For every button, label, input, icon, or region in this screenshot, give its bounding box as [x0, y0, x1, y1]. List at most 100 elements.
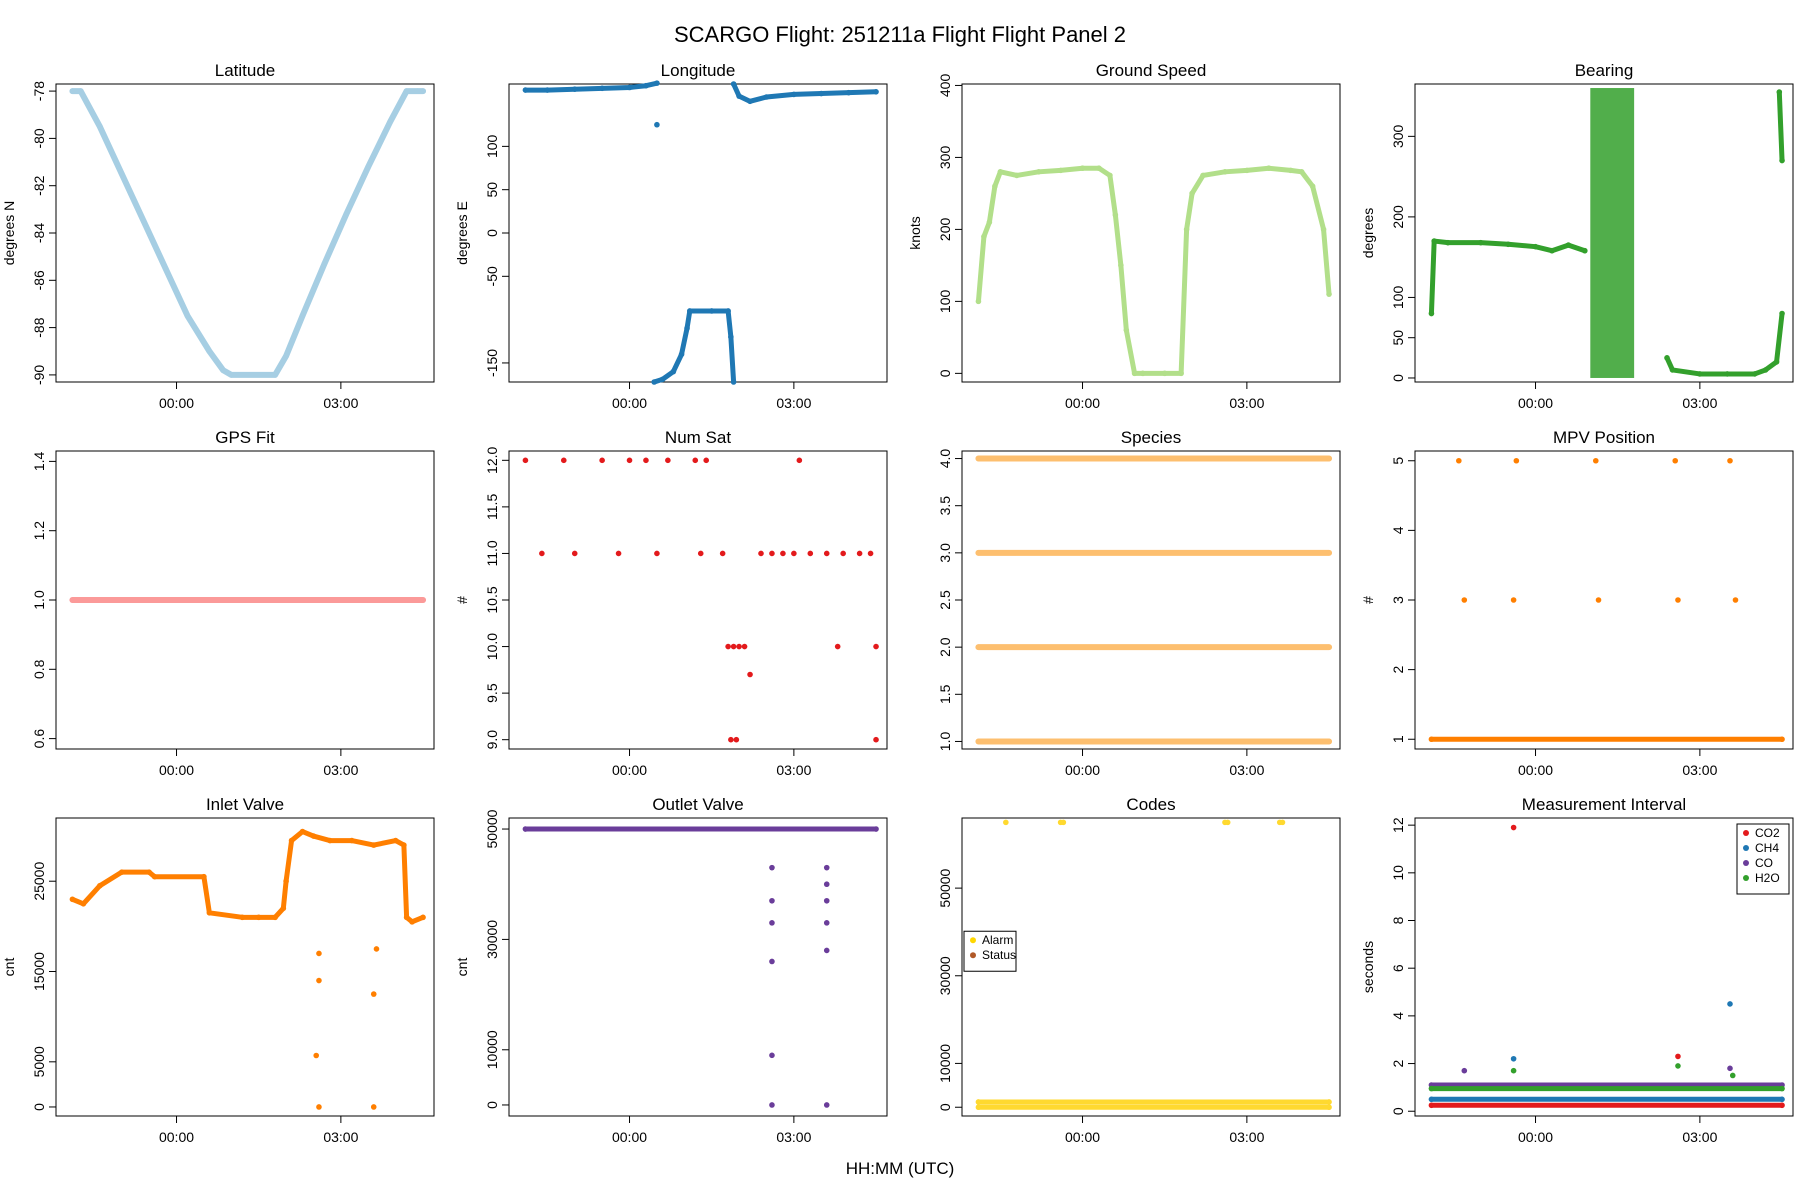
panel-title: Species [1121, 428, 1181, 447]
panel-species: Species 1.0 1.5 2.0 2.5 3.0 3.5 4.0 00:00 03:00 [937, 428, 1341, 778]
y-tick-label: 10.0 [484, 633, 500, 660]
series-cruise [1428, 238, 1588, 317]
data-point [769, 1102, 775, 1108]
data-point [678, 351, 685, 358]
series-h2o [1428, 1063, 1785, 1092]
data-point [409, 919, 415, 925]
data-point [1779, 310, 1785, 317]
series-ch4 [1428, 1001, 1785, 1103]
series-return [1664, 310, 1785, 377]
legend-marker [1743, 875, 1749, 881]
x-tick-label: 03:00 [1682, 1129, 1717, 1145]
data-point [1779, 1085, 1785, 1092]
series-inlet-valve [69, 828, 426, 925]
data-point [975, 298, 982, 305]
panel-title: Ground Speed [1096, 61, 1207, 80]
data-point [420, 597, 426, 603]
plot-frame [1414, 83, 1794, 383]
plot-frame [961, 83, 1341, 383]
series-line [1776, 89, 1785, 164]
data-point [1510, 824, 1517, 831]
data-point [1428, 1085, 1435, 1092]
data-point [651, 379, 657, 385]
data-point [288, 837, 295, 844]
data-point [1727, 1001, 1733, 1007]
series-gps-fit [69, 597, 427, 603]
y-tick-label: 15000 [31, 952, 47, 991]
data-point [414, 88, 421, 94]
y-tick-label: -90 [31, 365, 47, 385]
y-axis-label: seconds [1360, 941, 1376, 993]
data-point [313, 1052, 320, 1059]
data-point [1456, 457, 1462, 464]
data-point [387, 119, 393, 125]
data-point [1161, 370, 1168, 377]
data-point [1003, 819, 1009, 826]
data-point [975, 455, 982, 462]
panel-gps-fit: GPS Fit 0.6 0.8 1.0 1.2 1.4 00:00 03:00 [31, 428, 435, 778]
y-tick-label: 6 [1390, 964, 1406, 972]
y-tick-label: 50000 [937, 868, 953, 907]
y-tick-label: 11.5 [484, 494, 500, 520]
data-point [343, 211, 350, 217]
data-point [1727, 1065, 1733, 1072]
x-tick-label: 03:00 [776, 1129, 811, 1145]
y-tick-label: 3.5 [937, 496, 953, 516]
data-point [626, 84, 633, 91]
data-point [1060, 819, 1067, 826]
data-point [975, 738, 982, 745]
x-tick-label: 00:00 [1065, 1129, 1100, 1145]
y-tick-label: 0 [484, 1101, 500, 1109]
data-point [97, 882, 103, 889]
y-tick-label: 0.6 [31, 729, 47, 749]
y-tick-label: -80 [31, 128, 47, 148]
series-ground-speed [975, 165, 1332, 377]
data-point [310, 833, 317, 839]
data-point [823, 1102, 830, 1108]
y-tick-label: -150 [484, 349, 500, 377]
series-line [651, 308, 737, 385]
data-point [1326, 550, 1332, 556]
data-point [321, 260, 328, 267]
data-point [1510, 1067, 1517, 1074]
y-tick-label: 1.0 [937, 732, 953, 752]
panel-title: Latitude [215, 61, 276, 80]
series-line [731, 81, 879, 104]
y-axis-label: cnt [454, 958, 470, 977]
x-tick-label: 00:00 [1518, 762, 1553, 778]
data-point [1549, 247, 1555, 254]
y-tick-label: 1.2 [31, 521, 47, 541]
data-point [796, 457, 803, 464]
data-point [599, 85, 605, 92]
data-point [146, 869, 152, 875]
y-tick-label: -50 [484, 266, 500, 286]
data-point [370, 1104, 377, 1110]
series-3 [975, 549, 1333, 556]
legend-box [1736, 823, 1790, 895]
legend-marker [1743, 830, 1749, 836]
series-2 [975, 644, 1333, 651]
y-tick-label: -88 [31, 317, 47, 337]
data-point [986, 219, 993, 226]
y-tick-label: 2 [1390, 1059, 1406, 1067]
data-point [728, 334, 734, 340]
legend-label: Alarm [982, 933, 1013, 947]
series-outlet-valve [522, 826, 879, 832]
data-point [769, 1052, 775, 1059]
data-point [1779, 1102, 1785, 1109]
legend-label: H2O [1755, 871, 1780, 885]
data-point [140, 218, 147, 224]
data-point [1178, 370, 1184, 377]
y-tick-label: -78 [31, 81, 47, 101]
data-point [1244, 167, 1250, 174]
y-tick-label: 10 [1390, 865, 1406, 881]
data-point [1592, 457, 1599, 464]
data-point [1477, 239, 1484, 246]
data-point [741, 643, 748, 650]
data-point [1326, 1099, 1332, 1105]
data-point [1724, 371, 1731, 377]
data-point [1287, 167, 1294, 174]
data-point [201, 873, 207, 880]
y-tick-label: 1.5 [937, 684, 953, 704]
x-tick-label: 03:00 [1682, 395, 1717, 411]
